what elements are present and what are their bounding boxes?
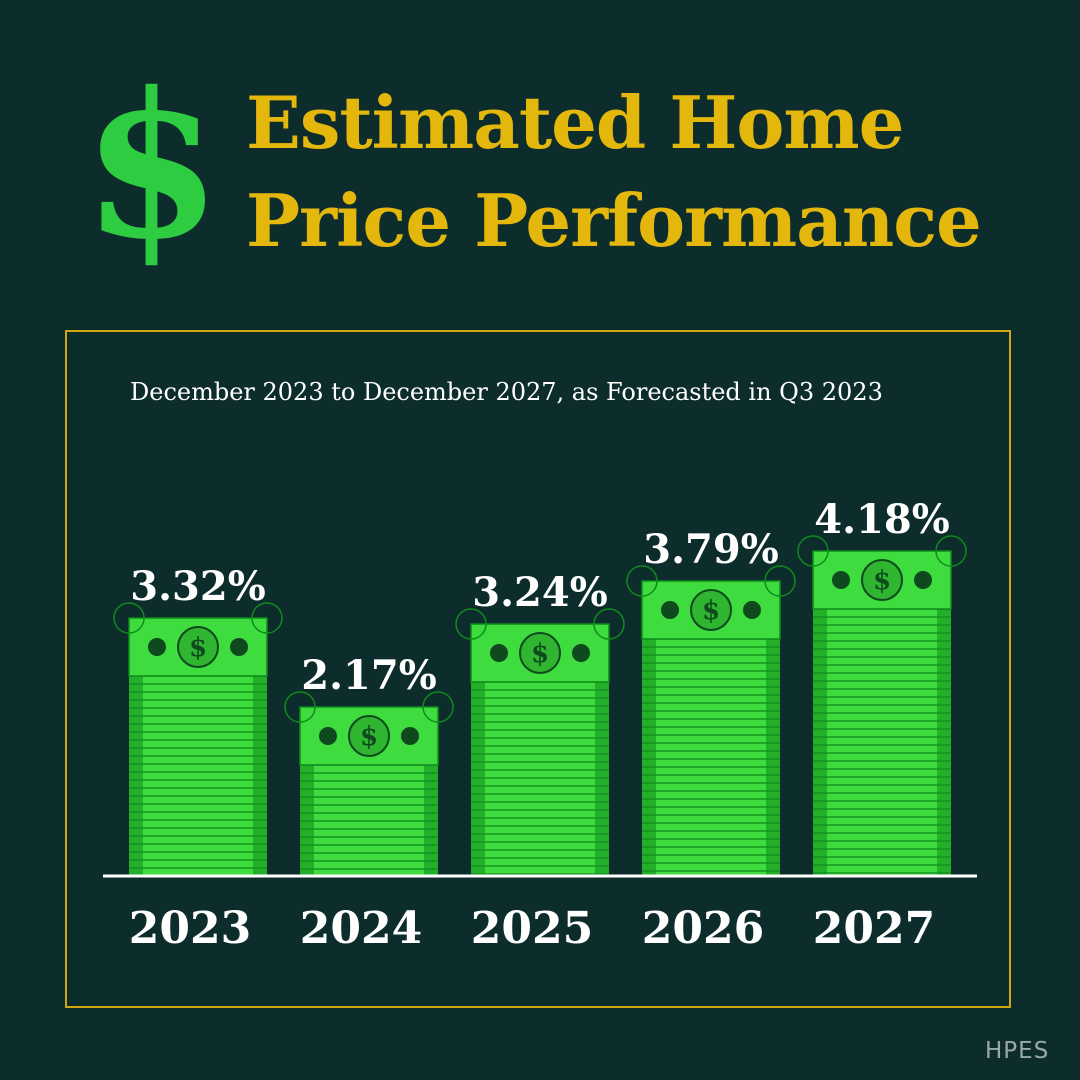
bill-coin: [348, 715, 390, 757]
bar-2023: $: [113, 602, 283, 876]
bill-dot-right: [572, 644, 590, 662]
bar-2026: $: [626, 565, 796, 876]
bar-edge-right: [595, 672, 609, 876]
bar-edge-right: [253, 666, 267, 876]
title-line-1: Estimated Home: [246, 80, 904, 165]
bill-coin: [519, 632, 561, 674]
bar-2025: $: [455, 608, 625, 876]
bar-edge-right: [766, 629, 780, 876]
bill-corner: [593, 608, 625, 640]
bill-dot-right: [230, 638, 248, 656]
bill-dollar-icon: $: [189, 633, 207, 663]
bill-dot-right: [914, 571, 932, 589]
x-tick-label-2026: 2026: [642, 903, 764, 954]
bar-edge-left: [642, 629, 656, 876]
chart-frame: [65, 330, 1011, 1008]
x-tick-label-2023: 2023: [129, 903, 251, 954]
bill-corner: [935, 535, 967, 567]
bill-corner: [626, 565, 658, 597]
bill-dot-right: [401, 727, 419, 745]
bill-corner: [284, 691, 316, 723]
bar-edge-left: [471, 672, 485, 876]
bill-dollar-icon: $: [531, 639, 549, 669]
bill-dot-left: [148, 638, 166, 656]
page-title: Estimated Home Price Performance: [246, 74, 982, 270]
bill-dot-left: [661, 601, 679, 619]
value-label-2025: 3.24%: [472, 569, 607, 616]
x-tick-label-2027: 2027: [813, 903, 935, 954]
bill-dot-left: [832, 571, 850, 589]
bill-coin: [690, 589, 732, 631]
bill-corner: [455, 608, 487, 640]
bill-dollar-icon: $: [873, 566, 891, 596]
bar-edge-left: [300, 755, 314, 876]
bill-dot-right: [743, 601, 761, 619]
bar-2027: $: [797, 535, 967, 876]
bill-corner: [113, 602, 145, 634]
title-line-2: Price Performance: [246, 178, 982, 263]
bill-corner: [422, 691, 454, 723]
bill-dollar-icon: $: [360, 722, 378, 752]
brand-logo: HPES: [985, 1038, 1050, 1064]
bill-dot-left: [490, 644, 508, 662]
dollar-sign-icon: $: [82, 49, 222, 284]
value-label-2026: 3.79%: [643, 526, 778, 573]
bill-coin: [861, 559, 903, 601]
bar-2024: $: [284, 691, 454, 876]
value-label-2027: 4.18%: [814, 496, 949, 543]
chart-subtitle: December 2023 to December 2027, as Forec…: [130, 378, 883, 406]
bill-corner: [251, 602, 283, 634]
bill-corner: [764, 565, 796, 597]
bill-dot-left: [319, 727, 337, 745]
x-tick-label-2025: 2025: [471, 903, 593, 954]
bill-coin: [177, 626, 219, 668]
value-label-2023: 3.32%: [130, 563, 265, 610]
bill-corner: [797, 535, 829, 567]
bar-edge-left: [129, 666, 143, 876]
x-tick-label-2024: 2024: [300, 903, 422, 954]
bar-edge-right: [424, 755, 438, 876]
bill-dollar-icon: $: [702, 596, 720, 626]
value-label-2024: 2.17%: [301, 652, 436, 699]
